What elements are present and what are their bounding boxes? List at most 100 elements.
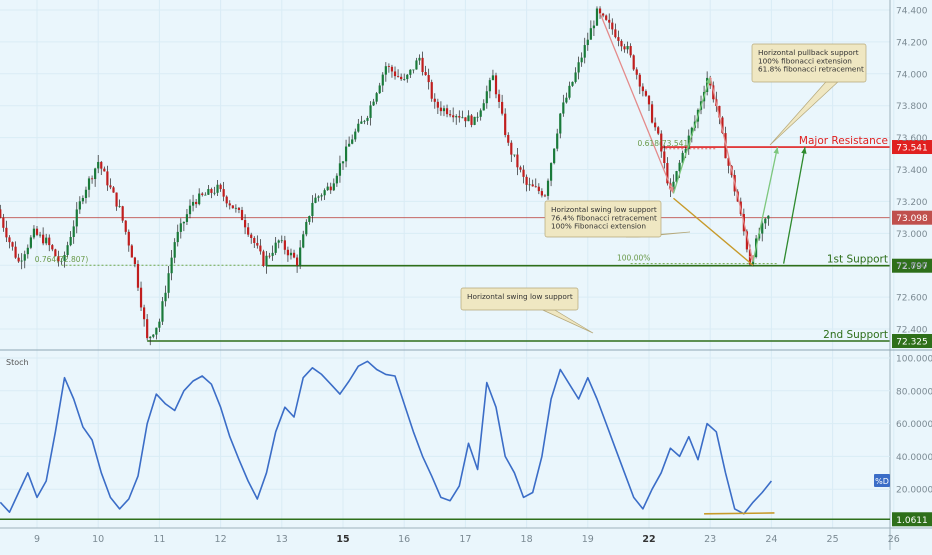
candle-body (623, 46, 626, 50)
candle-body (155, 327, 158, 335)
time-tick-label: 13 (276, 534, 288, 545)
candle-body (482, 103, 485, 111)
candle-body (115, 192, 118, 207)
candle-body (412, 69, 415, 71)
price-axis[interactable]: 74.400 74.200 74.000 73.800 73.600 73.400 73.2… (889, 0, 928, 550)
candle-body (504, 113, 507, 135)
candle-body (556, 133, 559, 149)
candle-body (583, 45, 586, 58)
candle-body (638, 74, 641, 87)
candle-body (332, 183, 335, 191)
candle-body (265, 255, 268, 267)
candle-body (562, 102, 565, 114)
price-tick-label: 72.600 (896, 294, 928, 304)
candle-body (513, 154, 516, 156)
price-tick-label: 74.000 (896, 70, 928, 80)
stoch-current-tag (874, 474, 890, 487)
candle-body (568, 85, 571, 98)
time-axis[interactable]: 9101112131516171819222324252626 (0, 527, 932, 545)
candle-body (531, 184, 534, 187)
annotation-box (460, 287, 579, 311)
candle-body (721, 117, 724, 134)
candle-body (767, 215, 770, 219)
annotation-text: 76.4% fibonacci retracement (551, 213, 657, 222)
candle-body (173, 242, 176, 258)
price-tick-label: 72.400 (896, 326, 928, 336)
price-tick-label: 73.400 (896, 166, 928, 176)
stoch-line (0, 360, 773, 515)
level-name: 2nd Support (823, 329, 888, 341)
candle-body (644, 91, 648, 96)
candle-body (323, 190, 326, 196)
candle-body (225, 196, 228, 204)
candle-body (660, 133, 663, 152)
candle-body (45, 237, 48, 244)
candle-body (23, 254, 26, 261)
candle-body (589, 28, 592, 40)
candle-body (357, 123, 360, 132)
candle-body (219, 184, 222, 190)
candle-body (393, 71, 397, 77)
time-tick-label: 22 (642, 534, 655, 545)
projection-arrow-head (801, 147, 807, 154)
candle-body (586, 39, 589, 46)
candle-body (390, 66, 394, 72)
price-tick-label: 74.200 (896, 38, 928, 48)
candle-body (320, 195, 323, 197)
candle-body (2, 217, 5, 228)
candle-body (29, 237, 32, 248)
candle-body (308, 215, 311, 222)
time-tick-label: 15 (336, 534, 349, 545)
candle-body (507, 134, 510, 143)
candle-body (341, 161, 345, 164)
time-tick-label: 25 (827, 534, 839, 545)
candle-body (525, 176, 528, 185)
time-tick-label: 9 (34, 534, 40, 545)
fib-arrow-up (672, 76, 711, 194)
candle-body (427, 75, 430, 83)
candle-body (479, 110, 482, 117)
candle-body (237, 207, 241, 210)
candle-body (106, 171, 109, 186)
candle-body (491, 75, 495, 81)
candle-body (133, 257, 137, 265)
candle-body (247, 227, 250, 235)
candle-body (84, 189, 88, 198)
candle-body (378, 85, 381, 94)
candle-body (681, 152, 684, 163)
candle-body (256, 242, 259, 246)
candle-body (366, 117, 369, 121)
candle-body (418, 57, 421, 61)
time-tick-label: 10 (92, 534, 104, 545)
candle-body (351, 139, 354, 144)
osc-tick-label: 100.0000 (896, 355, 932, 365)
oscillator-axis[interactable]: 100.0000 80.0000 60.0000 40.0000 20.0000 (896, 355, 932, 496)
candle-body (571, 81, 574, 86)
candle-body (329, 186, 332, 191)
candle-body (436, 101, 439, 108)
candle-body (296, 257, 299, 266)
osc-tick-label: 20.0000 (896, 486, 932, 496)
candle-body (26, 247, 29, 255)
candle-body (602, 13, 605, 16)
candle-body (629, 46, 632, 56)
candle-body (458, 116, 461, 118)
candle-body (430, 82, 433, 99)
candle-body (259, 245, 262, 252)
candle-body (485, 91, 488, 104)
fib-label: 100.00% (617, 254, 650, 263)
candle-body (326, 186, 329, 191)
candle-body (598, 8, 602, 14)
candle-body (369, 105, 372, 118)
candle-body (344, 146, 348, 162)
candle-body (690, 127, 693, 136)
price-tick-label: 73.600 (896, 134, 928, 144)
candle-body (234, 207, 237, 209)
fib-label: 0.764(72.807) (35, 255, 89, 264)
candle-body (182, 221, 185, 224)
candle-body (354, 131, 357, 140)
candle-body (360, 121, 363, 124)
candle-body (228, 203, 231, 206)
candle-body (289, 252, 293, 256)
candle-body (90, 178, 94, 180)
